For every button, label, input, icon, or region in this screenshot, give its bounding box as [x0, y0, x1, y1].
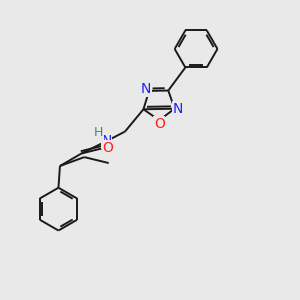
- Text: N: N: [141, 82, 151, 96]
- Text: N: N: [173, 102, 183, 116]
- Text: N: N: [101, 134, 112, 148]
- Text: H: H: [94, 126, 103, 139]
- Text: O: O: [154, 117, 165, 131]
- Text: O: O: [103, 141, 113, 155]
